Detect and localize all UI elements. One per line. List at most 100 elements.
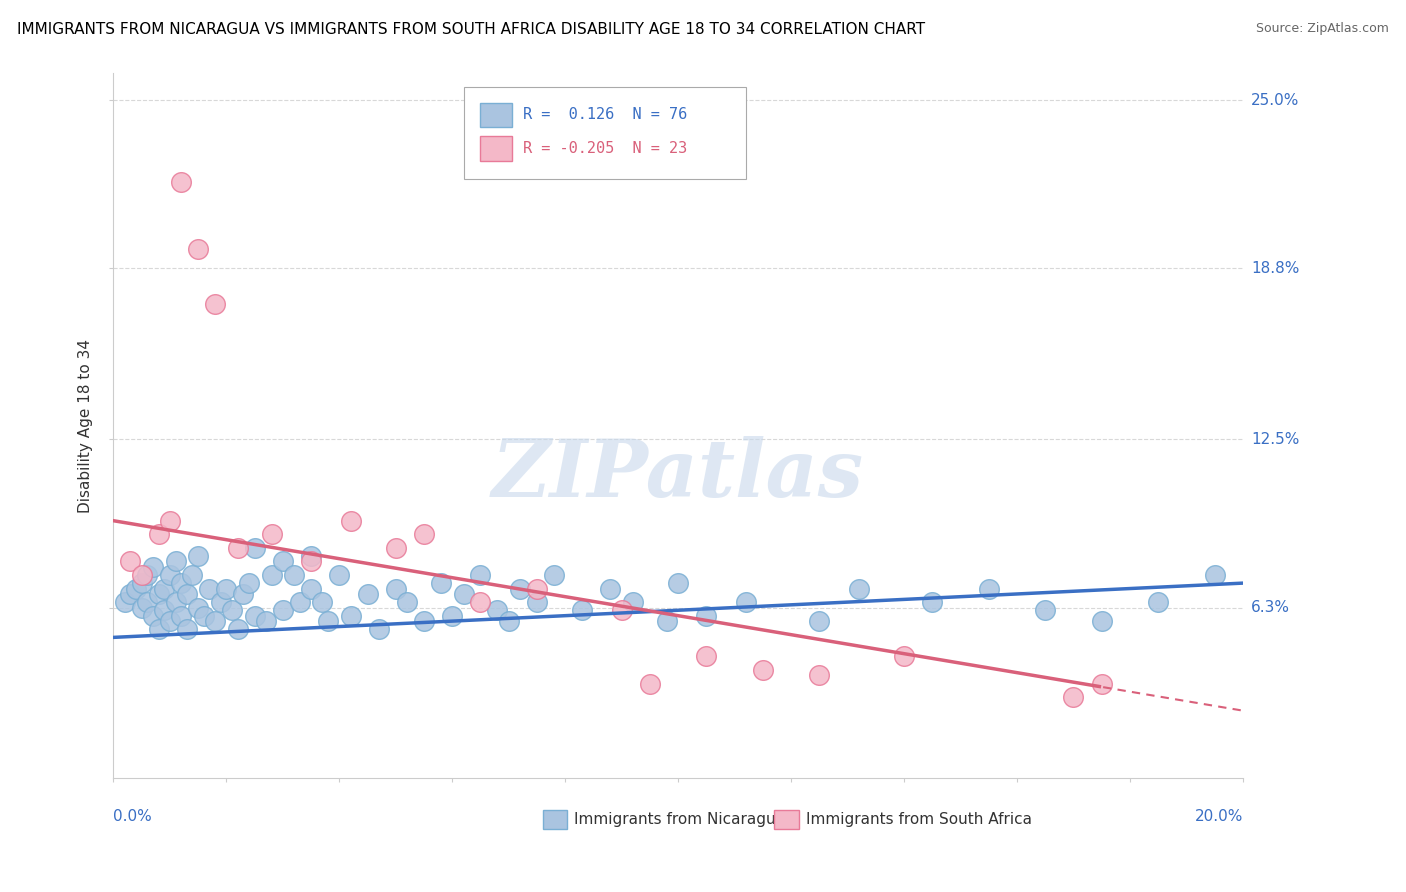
Point bbox=[136, 595, 159, 609]
Point bbox=[148, 587, 170, 601]
Bar bbox=[775, 810, 799, 830]
Bar bbox=[481, 136, 512, 161]
Point bbox=[486, 603, 509, 617]
Point bbox=[921, 595, 943, 609]
Point bbox=[752, 663, 775, 677]
Bar bbox=[543, 810, 568, 830]
Text: 6.3%: 6.3% bbox=[1251, 600, 1291, 615]
Point bbox=[170, 576, 193, 591]
Point bbox=[260, 568, 283, 582]
Point bbox=[148, 622, 170, 636]
Point bbox=[120, 554, 142, 568]
Point bbox=[571, 603, 593, 617]
Point bbox=[187, 243, 209, 257]
Point bbox=[599, 582, 621, 596]
Point bbox=[170, 608, 193, 623]
Point bbox=[176, 622, 198, 636]
Point bbox=[159, 614, 181, 628]
Point bbox=[232, 587, 254, 601]
Point bbox=[198, 582, 221, 596]
Text: IMMIGRANTS FROM NICARAGUA VS IMMIGRANTS FROM SOUTH AFRICA DISABILITY AGE 18 TO 3: IMMIGRANTS FROM NICARAGUA VS IMMIGRANTS … bbox=[17, 22, 925, 37]
Text: 20.0%: 20.0% bbox=[1195, 809, 1243, 824]
Point bbox=[170, 174, 193, 188]
Point bbox=[283, 568, 305, 582]
Point bbox=[176, 587, 198, 601]
Point bbox=[808, 668, 831, 682]
Point bbox=[226, 622, 249, 636]
Point bbox=[666, 576, 689, 591]
Point bbox=[509, 582, 531, 596]
Point bbox=[131, 576, 153, 591]
Point bbox=[148, 527, 170, 541]
Point bbox=[1091, 614, 1114, 628]
Point bbox=[131, 568, 153, 582]
Point bbox=[655, 614, 678, 628]
Point bbox=[384, 582, 406, 596]
Point bbox=[153, 582, 176, 596]
Point bbox=[339, 608, 361, 623]
Point bbox=[1204, 568, 1226, 582]
Point bbox=[243, 541, 266, 555]
Point bbox=[226, 541, 249, 555]
Point bbox=[526, 582, 548, 596]
Point bbox=[1091, 676, 1114, 690]
Text: Immigrants from South Africa: Immigrants from South Africa bbox=[806, 812, 1032, 827]
Text: 12.5%: 12.5% bbox=[1251, 432, 1299, 447]
Text: Source: ZipAtlas.com: Source: ZipAtlas.com bbox=[1256, 22, 1389, 36]
Text: ZIPatlas: ZIPatlas bbox=[492, 436, 865, 514]
Point bbox=[215, 582, 238, 596]
Point bbox=[271, 554, 294, 568]
Point bbox=[695, 608, 717, 623]
Point bbox=[470, 595, 492, 609]
Point bbox=[125, 582, 148, 596]
Point bbox=[977, 582, 1000, 596]
Point bbox=[735, 595, 758, 609]
Text: 18.8%: 18.8% bbox=[1251, 260, 1299, 276]
Point bbox=[339, 514, 361, 528]
Point bbox=[221, 603, 243, 617]
Y-axis label: Disability Age 18 to 34: Disability Age 18 to 34 bbox=[79, 339, 93, 513]
FancyBboxPatch shape bbox=[464, 87, 747, 178]
Point bbox=[1147, 595, 1170, 609]
Point bbox=[238, 576, 260, 591]
Text: 0.0%: 0.0% bbox=[114, 809, 152, 824]
Point bbox=[311, 595, 333, 609]
Bar bbox=[481, 103, 512, 128]
Point bbox=[638, 676, 661, 690]
Point bbox=[328, 568, 350, 582]
Point bbox=[243, 608, 266, 623]
Point bbox=[413, 614, 436, 628]
Point bbox=[288, 595, 311, 609]
Text: 25.0%: 25.0% bbox=[1251, 93, 1299, 108]
Point bbox=[260, 527, 283, 541]
Point bbox=[621, 595, 644, 609]
Point bbox=[159, 514, 181, 528]
Point bbox=[299, 582, 322, 596]
Point bbox=[1062, 690, 1084, 704]
Point bbox=[356, 587, 378, 601]
Point bbox=[441, 608, 464, 623]
Text: R =  0.126  N = 76: R = 0.126 N = 76 bbox=[523, 107, 688, 122]
Point bbox=[142, 608, 165, 623]
Point bbox=[610, 603, 633, 617]
Point bbox=[299, 554, 322, 568]
Point bbox=[181, 568, 204, 582]
Point bbox=[142, 559, 165, 574]
Point bbox=[848, 582, 870, 596]
Point bbox=[131, 600, 153, 615]
Point bbox=[413, 527, 436, 541]
Text: Immigrants from Nicaragua: Immigrants from Nicaragua bbox=[574, 812, 785, 827]
Point bbox=[187, 600, 209, 615]
Point bbox=[299, 549, 322, 563]
Point bbox=[470, 568, 492, 582]
Point bbox=[453, 587, 475, 601]
Text: R = -0.205  N = 23: R = -0.205 N = 23 bbox=[523, 141, 688, 156]
Point bbox=[498, 614, 520, 628]
Point bbox=[193, 608, 215, 623]
Point bbox=[165, 554, 187, 568]
Point bbox=[153, 603, 176, 617]
Point bbox=[120, 587, 142, 601]
Point bbox=[204, 614, 226, 628]
Point bbox=[204, 296, 226, 310]
Point bbox=[254, 614, 277, 628]
